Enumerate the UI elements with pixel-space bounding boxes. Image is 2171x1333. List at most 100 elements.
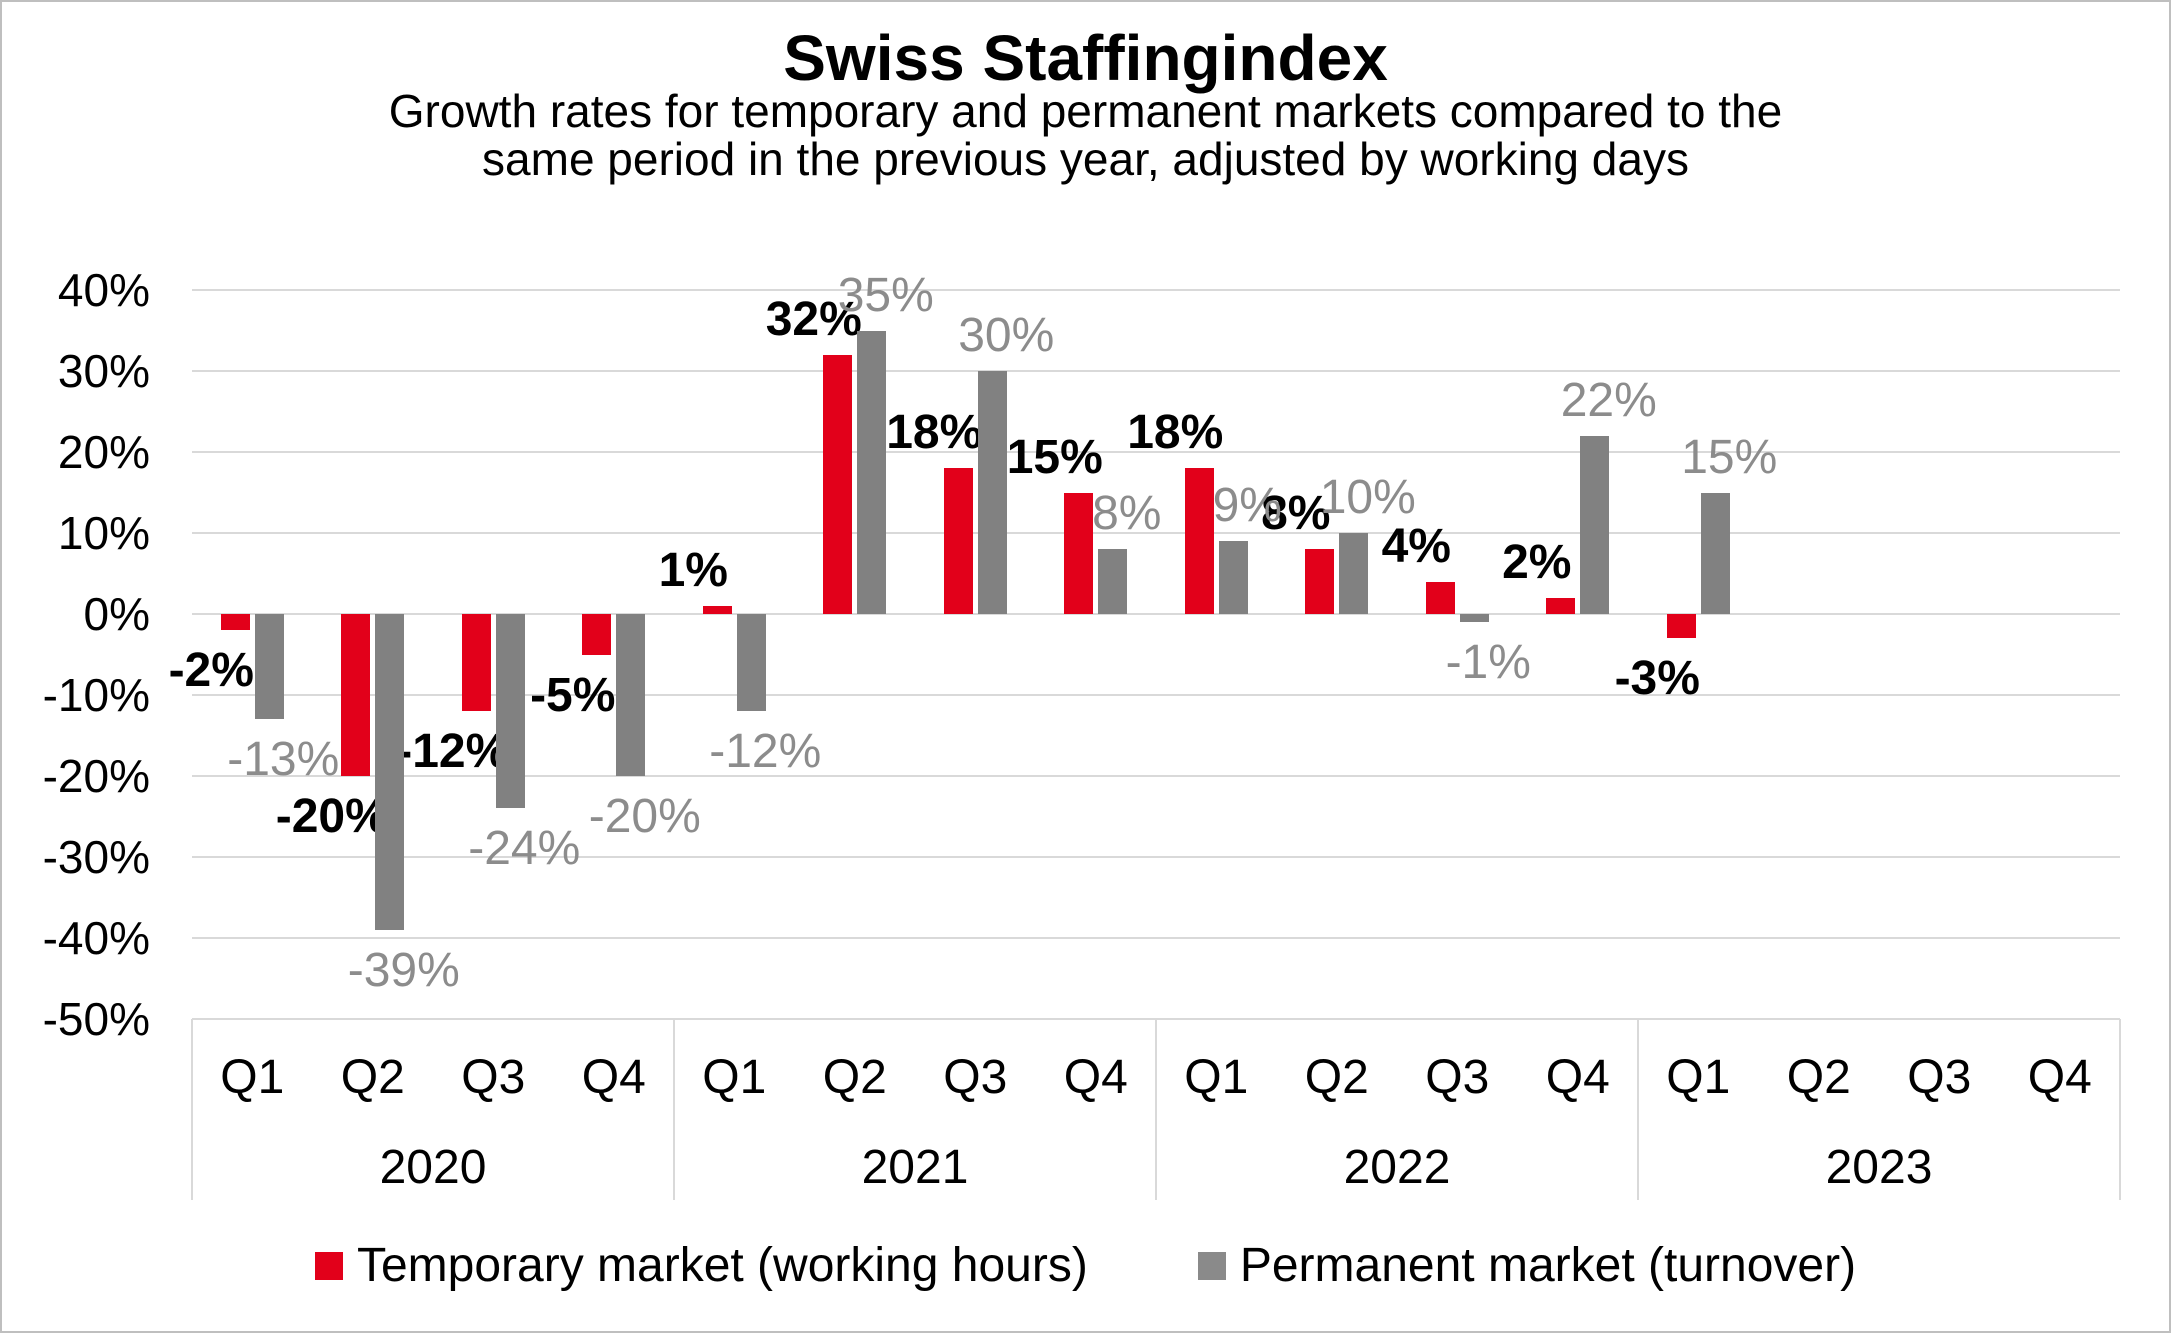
x-axis-quarter-label: Q3	[1907, 1051, 1972, 1104]
bar-permanent	[1218, 541, 1248, 614]
data-label-permanent: 22%	[1560, 373, 1657, 427]
legend-item: Permanent market (turnover)	[1197, 1238, 1857, 1294]
y-axis-tick-label: -50%	[42, 993, 150, 1045]
x-axis-year-separator	[1637, 1019, 1639, 1200]
x-axis-quarter-label: Q2	[340, 1051, 405, 1104]
data-label-permanent: -12%	[709, 725, 822, 779]
x-axis-quarter-label: Q1	[1666, 1051, 1731, 1104]
y-axis-tick-label: -20%	[42, 750, 150, 802]
bar-temporary	[1546, 597, 1576, 614]
x-axis-year-separator	[2119, 1019, 2121, 1200]
bar-temporary	[1666, 614, 1696, 639]
bar-permanent	[857, 330, 887, 614]
x-axis-quarter-label: Q1	[220, 1051, 285, 1104]
gridline	[192, 532, 2120, 534]
gridline	[192, 289, 2120, 291]
data-label-temporary: 15%	[1006, 430, 1103, 484]
bar-permanent	[1459, 614, 1489, 623]
bar-temporary	[1425, 581, 1455, 614]
bar-permanent	[1098, 549, 1128, 614]
bar-permanent	[495, 614, 525, 809]
bar-permanent	[254, 614, 284, 720]
legend: Temporary market (working hours) Permanen…	[2, 1238, 2169, 1294]
data-label-permanent: 15%	[1681, 430, 1778, 484]
x-axis-quarter-label: Q1	[702, 1051, 767, 1104]
x-axis-quarter-label: Q4	[581, 1051, 646, 1104]
data-label-temporary: 18%	[1127, 406, 1224, 460]
x-axis-quarter-label: Q1	[1184, 1051, 1249, 1104]
x-axis-quarter-label: Q3	[943, 1051, 1008, 1104]
data-label-temporary: -3%	[1614, 652, 1700, 706]
gridline	[192, 856, 2120, 858]
data-label-permanent: -39%	[347, 943, 460, 997]
bar-permanent	[977, 371, 1007, 614]
data-label-permanent: -1%	[1445, 636, 1531, 690]
data-label-permanent: -24%	[468, 822, 581, 876]
data-label-permanent: 8%	[1092, 487, 1162, 541]
bar-temporary	[1064, 492, 1094, 614]
x-axis-year-separator	[191, 1019, 193, 1200]
bar-temporary	[943, 468, 973, 614]
y-axis-tick-label: 0%	[83, 588, 150, 640]
legend-label: Permanent market (turnover)	[1239, 1239, 1857, 1292]
data-label-permanent: 30%	[958, 309, 1055, 362]
data-label-temporary: 4%	[1381, 519, 1451, 573]
x-axis-quarter-label: Q3	[1425, 1051, 1490, 1104]
x-axis-quarter-label: Q2	[822, 1051, 887, 1104]
x-axis-quarter-label: Q3	[461, 1051, 526, 1104]
data-label-temporary: 32%	[765, 292, 862, 346]
x-axis-quarter-label: Q4	[1545, 1051, 1610, 1104]
data-label-temporary: 18%	[886, 406, 983, 460]
y-axis-tick-label: -30%	[42, 831, 150, 883]
bar-temporary	[582, 614, 612, 655]
bar-permanent	[375, 614, 405, 930]
y-axis-tick-label: 20%	[57, 426, 150, 478]
data-label-temporary: 2%	[1502, 535, 1572, 589]
y-axis-tick-label: 10%	[57, 507, 150, 559]
gridline	[192, 451, 2120, 453]
gridline	[192, 613, 2120, 615]
y-axis-tick-label: 30%	[57, 345, 150, 397]
bar-temporary	[1305, 549, 1335, 614]
data-label-temporary: -12%	[396, 725, 509, 779]
data-label-permanent: 35%	[837, 268, 934, 322]
bar-temporary	[220, 614, 250, 631]
legend-swatch-temporary	[314, 1252, 343, 1280]
data-label-temporary: -5%	[530, 668, 616, 722]
y-axis-tick-label: 40%	[57, 264, 150, 316]
x-axis-quarter-label: Q2	[1304, 1051, 1369, 1104]
bar-permanent	[736, 614, 766, 712]
data-label-permanent: -13%	[227, 733, 340, 787]
chart-subtitle-line-1: Growth rates for temporary and permanent…	[388, 85, 1783, 137]
gridline	[192, 370, 2120, 372]
x-axis-year-label: 2020	[379, 1141, 487, 1194]
bar-permanent	[616, 614, 646, 776]
x-axis-year-separator	[1155, 1019, 1157, 1200]
data-label-temporary: 8%	[1261, 487, 1331, 541]
y-axis-tick-label: -10%	[42, 669, 150, 721]
gridline	[192, 775, 2120, 777]
data-label-permanent: 10%	[1319, 471, 1416, 524]
data-label-permanent: 9%	[1212, 479, 1282, 533]
bar-temporary	[1184, 468, 1214, 614]
gridline	[192, 694, 2120, 696]
legend-item: Temporary market (working hours)	[314, 1238, 1088, 1294]
data-label-permanent: -20%	[588, 790, 701, 843]
x-axis-quarter-label: Q4	[1063, 1051, 1128, 1104]
bar-temporary	[341, 614, 371, 776]
chart-title: Swiss Staffingindex	[783, 22, 1388, 94]
x-axis-quarter-label: Q2	[1786, 1051, 1851, 1104]
data-label-temporary: 1%	[658, 543, 728, 597]
x-axis-quarter-label: Q4	[2027, 1051, 2092, 1104]
gridline	[192, 937, 2120, 939]
bar-temporary	[702, 605, 732, 614]
bar-permanent	[1580, 435, 1610, 614]
x-axis-year-label: 2022	[1343, 1141, 1451, 1194]
x-axis-year-separator	[673, 1019, 675, 1200]
x-axis-year-label: 2023	[1825, 1141, 1933, 1194]
legend-swatch-permanent	[1197, 1252, 1226, 1280]
x-axis-year-label: 2021	[861, 1141, 969, 1194]
data-label-temporary: -2%	[168, 644, 254, 698]
legend-label: Temporary market (working hours)	[356, 1239, 1088, 1292]
